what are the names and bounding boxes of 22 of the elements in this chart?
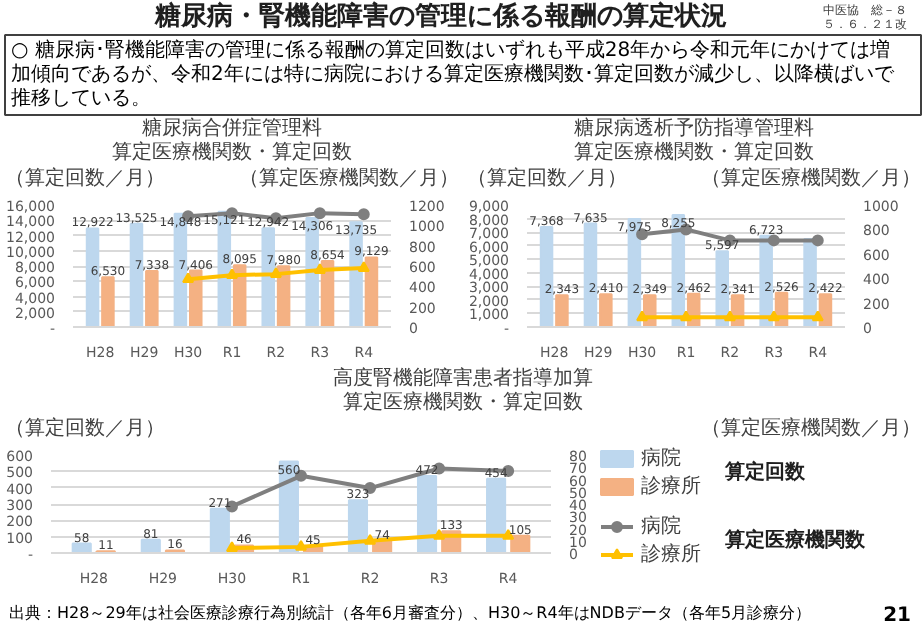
text: 算定回数 bbox=[723, 460, 807, 484]
source-note: 出典：H28～29年は社会医療診療行為別統計（各年6月審査分）、H30～R4年はNDBデータ（各年5月診療分） bbox=[9, 604, 812, 622]
chart-title: 高度腎機能障害患者指導加算 bbox=[333, 366, 593, 390]
legend-label: 病院 bbox=[641, 514, 681, 538]
y-axis-title: （算定回数／月） bbox=[5, 166, 165, 190]
legend-label: 病院 bbox=[641, 446, 681, 470]
chart-title: 糖尿病合併症管理料 bbox=[142, 116, 322, 140]
text: 算定医療機関数 bbox=[723, 528, 867, 552]
legend-label: 診療所 bbox=[641, 542, 701, 566]
chart-subtitle: 算定医療機関数・算定回数 bbox=[574, 140, 814, 164]
y2-axis-title: （算定医療機関数／月） bbox=[701, 416, 921, 440]
text: ○ 糖尿病･腎機能障害の管理に係る報酬の算定回数はいずれも平成28年から令和元年にかけては増加傾向であるが、令和2年には特に病院における算定医療機関数･算定回数が減少し、以降横ばいで推移している。 bbox=[11, 38, 896, 110]
y2-axis-title: （算定医療機関数／月） bbox=[239, 166, 459, 190]
legend-label: 診療所 bbox=[641, 474, 701, 498]
y2-axis-title: （算定医療機関数／月） bbox=[701, 166, 921, 190]
chart-subtitle: 算定医療機関数・算定回数 bbox=[343, 390, 583, 414]
y-axis-title: （算定回数／月） bbox=[5, 416, 165, 440]
text: 糖尿病・腎機能障害の管理に係る報酬の算定状況 bbox=[153, 0, 727, 32]
chart-title: 糖尿病透析予防指導管理料 bbox=[574, 116, 814, 140]
chart-subtitle: 算定医療機関数・算定回数 bbox=[112, 140, 352, 164]
y-axis-title: （算定回数／月） bbox=[467, 166, 627, 190]
text: 21 bbox=[883, 605, 912, 627]
